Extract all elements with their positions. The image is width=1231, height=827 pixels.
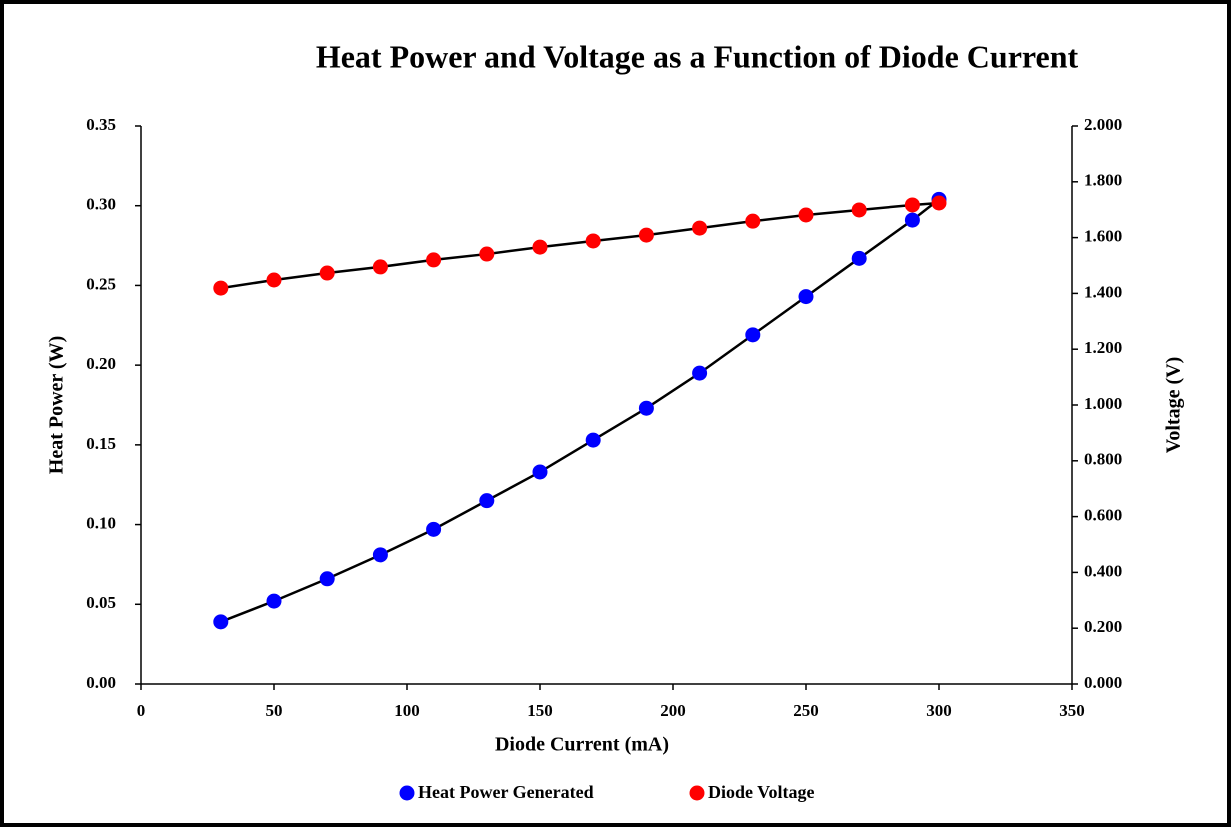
x-tick-label: 50 bbox=[266, 701, 283, 720]
y2-tick-label: 1.600 bbox=[1084, 227, 1122, 246]
x-tick-label: 250 bbox=[793, 701, 819, 720]
point bbox=[213, 614, 229, 630]
point bbox=[585, 432, 601, 448]
x-tick-label: 0 bbox=[137, 701, 146, 720]
point bbox=[904, 212, 920, 228]
point bbox=[426, 252, 442, 268]
legend-marker bbox=[689, 785, 705, 801]
point bbox=[479, 246, 495, 262]
point bbox=[638, 400, 654, 416]
point bbox=[692, 365, 708, 381]
y2-tick-label: 1.200 bbox=[1084, 338, 1122, 357]
y2-tick-label: 1.800 bbox=[1084, 171, 1122, 190]
y-axis-label: Heat Power (W) bbox=[46, 336, 68, 474]
point bbox=[266, 593, 282, 609]
y2-tick-label: 0.400 bbox=[1084, 561, 1122, 580]
point bbox=[213, 280, 229, 296]
point bbox=[372, 547, 388, 563]
point bbox=[798, 207, 814, 223]
y-tick-label: 0.35 bbox=[86, 115, 116, 134]
y-tick-label: 0.00 bbox=[86, 673, 116, 692]
x-tick-label: 350 bbox=[1059, 701, 1085, 720]
point bbox=[266, 272, 282, 288]
x-tick-label: 100 bbox=[394, 701, 420, 720]
y2-tick-label: 2.000 bbox=[1084, 115, 1122, 134]
point bbox=[319, 265, 335, 281]
y-tick-label: 0.20 bbox=[86, 354, 116, 373]
point bbox=[319, 571, 335, 587]
y2-tick-label: 0.200 bbox=[1084, 617, 1122, 636]
y-tick-label: 0.15 bbox=[86, 434, 116, 453]
point bbox=[479, 493, 495, 509]
point bbox=[851, 250, 867, 266]
x-tick-label: 300 bbox=[926, 701, 952, 720]
point bbox=[532, 464, 548, 480]
x-axis-label: Diode Current (mA) bbox=[495, 734, 669, 756]
y-tick-label: 0.30 bbox=[86, 195, 116, 214]
point bbox=[426, 521, 442, 537]
point bbox=[745, 327, 761, 343]
legend-label: Diode Voltage bbox=[708, 782, 815, 802]
point bbox=[638, 227, 654, 243]
point bbox=[798, 289, 814, 305]
y2-tick-label: 1.000 bbox=[1084, 394, 1122, 413]
point bbox=[532, 239, 548, 255]
point bbox=[372, 259, 388, 275]
y-tick-label: 0.10 bbox=[86, 513, 116, 532]
y-tick-label: 0.05 bbox=[86, 593, 116, 612]
point bbox=[931, 195, 947, 211]
y2-tick-label: 0.000 bbox=[1084, 673, 1122, 692]
y2-axis-label: Voltage (V) bbox=[1163, 357, 1185, 453]
y2-tick-label: 0.800 bbox=[1084, 450, 1122, 469]
x-tick-label: 200 bbox=[660, 701, 686, 720]
y2-tick-label: 1.400 bbox=[1084, 282, 1122, 301]
legend-label: Heat Power Generated bbox=[418, 782, 594, 802]
y2-tick-label: 0.600 bbox=[1084, 506, 1122, 525]
y-tick-label: 0.25 bbox=[86, 274, 116, 293]
legend-marker bbox=[399, 785, 415, 801]
point bbox=[745, 213, 761, 229]
point bbox=[585, 233, 601, 249]
point bbox=[904, 197, 920, 213]
x-tick-label: 150 bbox=[527, 701, 553, 720]
point bbox=[851, 202, 867, 218]
point bbox=[692, 220, 708, 236]
chart-title: Heat Power and Voltage as a Function of … bbox=[316, 38, 1079, 74]
